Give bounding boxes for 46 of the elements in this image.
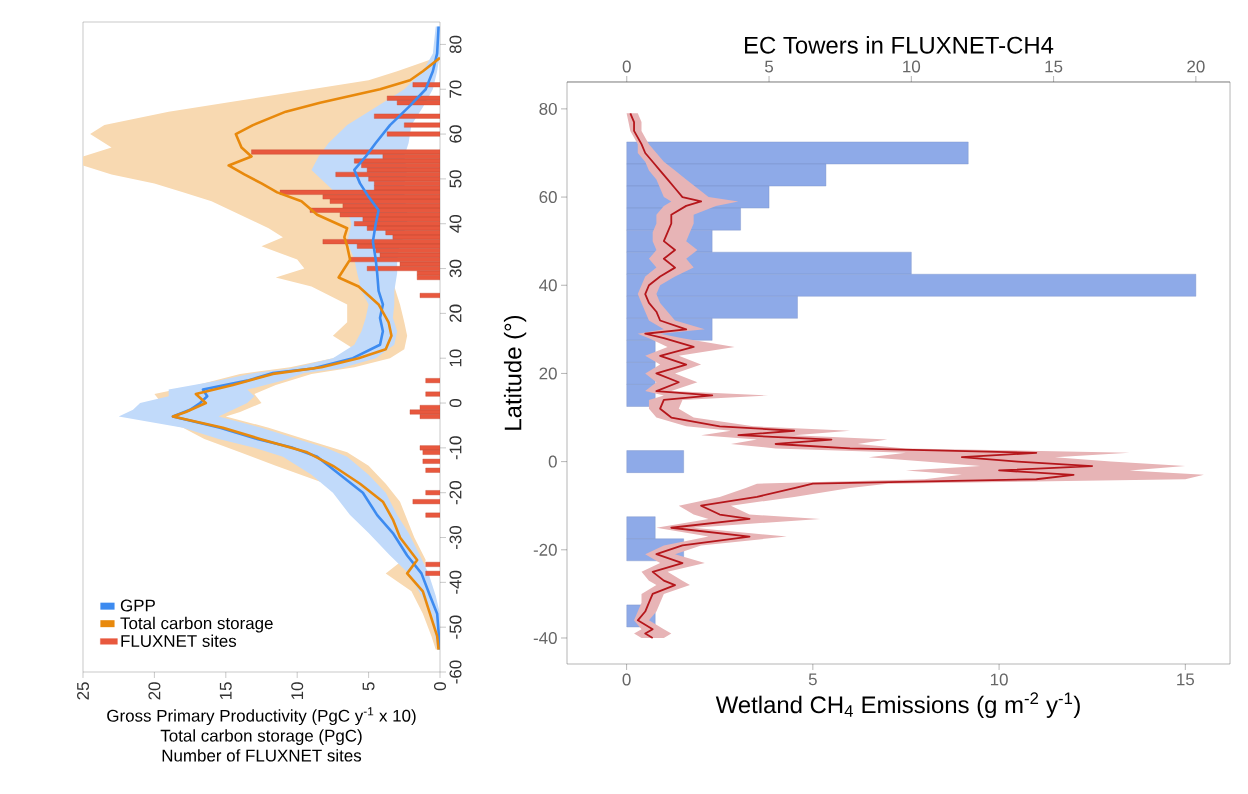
y-tick-label: 40	[539, 279, 557, 292]
y-tick-label: 40	[449, 214, 462, 233]
y-tick-label: -10	[449, 436, 462, 460]
x-axis-title: Gross Primary Productivity (PgC y$^{-1}$ x 10)	[107, 707, 416, 726]
y-tick-label: 0	[449, 398, 462, 408]
y-tick-label: -40	[533, 631, 557, 644]
legend-label: FLUXNET sites	[121, 634, 237, 647]
x-tick-label: 25	[77, 682, 89, 700]
y-tick-label: -50	[449, 615, 462, 639]
x-tick-label: 5	[808, 673, 817, 686]
x2-tick-label: 0	[622, 60, 631, 73]
y-tick-label: 30	[449, 259, 462, 278]
x-tick-label: 0	[622, 673, 631, 686]
text: Total carbon storage (PgC)	[160, 729, 362, 746]
x-tick-label: 0	[434, 682, 446, 691]
x-tick-label: 20	[148, 682, 161, 700]
x-tick-label: 5	[362, 682, 375, 691]
legend-label: Total carbon storage	[120, 616, 273, 633]
legend-label: GPP	[120, 599, 155, 612]
y-tick-label: 10	[449, 349, 462, 367]
y-tick-label: 60	[449, 125, 462, 143]
y-tick-label: -60	[449, 660, 462, 684]
x2-tick-label: 5	[765, 60, 774, 73]
y-tick-label: 20	[539, 367, 557, 380]
y-tick-label: 60	[539, 191, 557, 204]
x-tick-label: 15	[219, 682, 232, 700]
y-tick-label: -20	[533, 543, 557, 556]
y-tick-label: 50	[449, 170, 462, 188]
x-axis-title: Wetland CH$_{4}$ Emissions (g m$^{-2}$ y$^{-1}$)	[715, 692, 1080, 718]
y-tick-label: 20	[449, 304, 462, 322]
y-tick-label: -30	[449, 525, 462, 550]
y-tick-label: -20	[449, 481, 462, 505]
text: Number of FLUXNET sites	[162, 749, 362, 762]
x-tick-label: 15	[1177, 673, 1195, 686]
y-tick-label: 70	[449, 80, 462, 98]
y-axis-title: Latitude (°)	[503, 315, 527, 430]
x-tick-label: 10	[291, 682, 304, 700]
y-tick-label: 0	[548, 455, 557, 468]
y-tick-label: -40	[449, 570, 462, 594]
y-tick-label: 80	[449, 35, 462, 54]
x-tick-label: 10	[990, 673, 1008, 686]
x2-tick-label: 15	[1045, 60, 1063, 73]
x2-tick-label: 20	[1187, 60, 1205, 73]
x2-tick-label: 10	[903, 60, 921, 73]
y-tick-label: 80	[539, 102, 557, 115]
x2-axis-title: EC Towers in FLUXNET-CH4	[745, 36, 1054, 54]
